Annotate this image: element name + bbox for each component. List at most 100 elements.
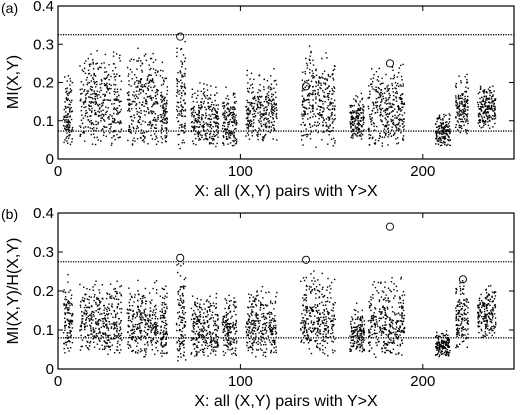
- data-point: [133, 332, 135, 335]
- data-point: [352, 124, 355, 126]
- data-point: [156, 93, 159, 96]
- data-point: [66, 334, 68, 337]
- data-point: [114, 88, 116, 90]
- data-point: [483, 92, 485, 94]
- data-point: [95, 335, 98, 337]
- data-point: [309, 330, 312, 332]
- data-point: [161, 314, 164, 317]
- data-point: [304, 306, 307, 308]
- data-point: [182, 354, 185, 356]
- data-point: [247, 124, 249, 126]
- data-point: [145, 353, 147, 356]
- data-point: [385, 103, 388, 105]
- data-point: [102, 134, 105, 137]
- data-point: [177, 317, 180, 320]
- data-point: [328, 301, 331, 303]
- data-point: [144, 102, 147, 105]
- data-point: [92, 338, 94, 340]
- data-point: [230, 322, 232, 325]
- data-point: [138, 111, 140, 114]
- data-point: [147, 124, 149, 126]
- data-point: [164, 108, 166, 111]
- data-point: [151, 99, 153, 101]
- data-point: [231, 133, 233, 135]
- data-point: [162, 98, 165, 101]
- data-point: [331, 122, 334, 124]
- data-point: [165, 117, 168, 119]
- data-point: [456, 120, 459, 122]
- data-point: [303, 294, 305, 296]
- data-point: [182, 106, 184, 108]
- data-point: [486, 108, 488, 110]
- data-point: [156, 89, 159, 91]
- data-point: [466, 99, 469, 101]
- data-point: [262, 316, 265, 318]
- data-point: [350, 331, 353, 333]
- data-point: [177, 293, 179, 295]
- data-point: [306, 108, 308, 110]
- data-point: [256, 103, 259, 105]
- data-point: [251, 120, 253, 123]
- data-point: [250, 335, 252, 337]
- data-point: [305, 133, 308, 136]
- data-point: [397, 82, 399, 85]
- data-point: [100, 105, 103, 107]
- data-point: [143, 137, 146, 139]
- data-point: [107, 353, 109, 355]
- data-point: [332, 89, 334, 92]
- data-point: [318, 76, 321, 78]
- data-point: [163, 317, 165, 319]
- data-point: [312, 64, 315, 66]
- data-point: [113, 112, 115, 115]
- data-point: [489, 94, 491, 97]
- data-point: [67, 337, 69, 340]
- data-point: [380, 98, 383, 101]
- data-point: [222, 124, 224, 127]
- data-point: [312, 74, 314, 77]
- data-point: [350, 127, 352, 129]
- data-point: [160, 315, 162, 317]
- data-point: [178, 324, 181, 326]
- data-point: [133, 296, 136, 298]
- data-point: [67, 119, 69, 121]
- data-point: [382, 124, 384, 126]
- data-point: [146, 87, 149, 89]
- data-point: [131, 336, 133, 339]
- data-point: [489, 86, 491, 88]
- data-point: [93, 330, 96, 333]
- data-point: [180, 319, 183, 321]
- data-point: [198, 117, 201, 119]
- data-point: [332, 120, 334, 123]
- data-point: [305, 128, 307, 130]
- data-point: [152, 52, 154, 55]
- data-point: [64, 298, 66, 300]
- data-point: [66, 121, 68, 123]
- data-point: [209, 130, 212, 132]
- data-point: [212, 302, 215, 304]
- data-point: [357, 120, 359, 122]
- data-point: [235, 323, 237, 325]
- data-point: [144, 53, 147, 55]
- data-point: [96, 305, 99, 307]
- data-point: [199, 316, 202, 318]
- data-point: [233, 310, 235, 312]
- data-point: [246, 321, 248, 323]
- data-point: [162, 317, 164, 319]
- data-point: [155, 280, 158, 282]
- data-point: [331, 349, 334, 351]
- data-point: [317, 84, 319, 86]
- data-point: [315, 98, 317, 100]
- data-point: [315, 297, 317, 299]
- data-point: [391, 126, 393, 128]
- data-point: [157, 330, 159, 333]
- data-point: [89, 319, 91, 321]
- data-point: [217, 318, 219, 320]
- data-point: [483, 89, 486, 91]
- data-point: [445, 114, 447, 117]
- data-point: [313, 327, 316, 329]
- data-point: [85, 112, 87, 115]
- data-point: [384, 124, 387, 127]
- data-point: [363, 323, 366, 326]
- data-point: [362, 109, 364, 112]
- data-point: [248, 138, 251, 140]
